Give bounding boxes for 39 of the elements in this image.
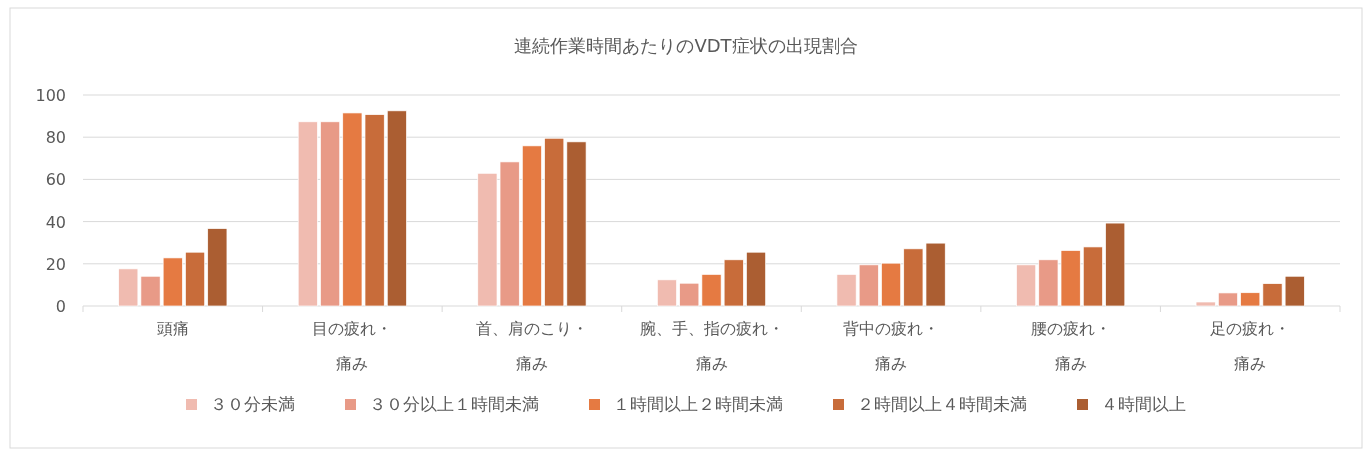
bar	[1195, 301, 1216, 307]
bar	[1240, 292, 1261, 307]
bar	[386, 110, 407, 307]
bar	[1082, 246, 1103, 307]
x-tick-label: 背中の疲れ・痛み	[843, 319, 940, 373]
bar	[656, 279, 677, 307]
x-tick-label: 腰の疲れ・痛み	[1030, 319, 1111, 373]
y-tick-label: 100	[35, 86, 66, 105]
bar	[297, 121, 318, 307]
bar	[320, 121, 341, 307]
y-tick-label: 40	[45, 212, 66, 232]
y-tick-label: 80	[45, 128, 66, 148]
bar	[858, 264, 879, 307]
bar	[1016, 264, 1037, 307]
x-tick-label: 首、肩のこり・痛み	[475, 319, 588, 373]
x-tick-label: 腕、手、指の疲れ・痛み	[639, 319, 784, 373]
x-tick-label: 目の疲れ・痛み	[312, 319, 393, 373]
y-tick-label: 20	[45, 254, 66, 274]
bar	[207, 228, 228, 307]
bar	[1217, 292, 1238, 307]
bar	[521, 145, 542, 307]
bar	[1105, 222, 1126, 307]
y-tick-label: 60	[45, 170, 66, 190]
legend-label: ３０分以上１時間未満	[369, 394, 539, 414]
legend-label: １時間以上２時間未満	[613, 394, 783, 414]
bar	[544, 137, 565, 307]
bar	[746, 251, 767, 307]
bar	[881, 262, 902, 307]
legend-label: ３０分未満	[210, 394, 295, 414]
legend-label: ４時間以上	[1101, 394, 1186, 414]
legend-label: ２時間以上４時間未満	[857, 394, 1027, 414]
bar	[836, 274, 857, 307]
x-tick-label: 足の疲れ・痛み	[1210, 319, 1291, 373]
x-tick-label: 頭痛	[156, 319, 189, 338]
bar	[185, 251, 206, 307]
bar	[162, 257, 183, 307]
bar	[566, 141, 587, 307]
chart-title: 連続作業時間あたりのVDT症状の出現割合	[514, 35, 858, 56]
y-tick-label: 0	[55, 297, 66, 316]
